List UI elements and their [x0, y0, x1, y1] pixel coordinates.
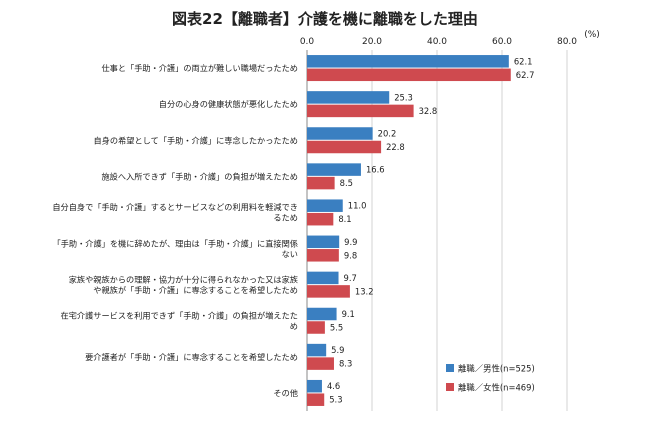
bar — [307, 235, 340, 249]
unit-label: (%) — [584, 30, 600, 40]
chart-title: 図表22【離職者】介護を機に離職をした理由 — [172, 10, 478, 28]
category-label: 自身の希望として「手助・介護」に専念したかったため — [94, 135, 298, 145]
legend-label: 離職／女性(n=469) — [458, 383, 535, 393]
data-label: 22.8 — [386, 142, 405, 152]
bar — [307, 68, 511, 82]
category-label: その他 — [273, 388, 298, 398]
data-label: 62.7 — [516, 70, 535, 80]
category-label: 家族や親族からの理解・協力が十分に得られなかった又は家族 — [69, 274, 298, 284]
category-label: や親族が「手助・介護」に専念することを希望したため — [93, 285, 298, 295]
category-label: 施設へ入所できず「手助・介護」の負担が増えたため — [101, 171, 298, 181]
bar — [307, 212, 334, 226]
legend-swatch — [446, 364, 454, 372]
bar — [307, 249, 339, 262]
data-label: 25.3 — [394, 92, 413, 102]
data-label: 8.1 — [338, 214, 351, 224]
tick-label: 40.0 — [427, 37, 447, 47]
category-label: 要介護者が「手助・介護」に専念することを希望したため — [85, 352, 298, 362]
data-label: 8.3 — [339, 359, 352, 369]
bar — [307, 379, 322, 393]
bar — [307, 271, 339, 285]
data-label: 8.5 — [340, 178, 353, 188]
category-label: め — [290, 321, 298, 331]
category-label: 自分自身で「手助・介護」するとサービスなどの利用料を軽減でき — [52, 202, 298, 212]
data-label: 9.9 — [344, 237, 357, 247]
tick-label: 0.0 — [300, 37, 315, 47]
data-label: 11.0 — [348, 201, 367, 211]
bar — [307, 176, 335, 190]
tick-label: 20.0 — [362, 37, 382, 47]
bar — [307, 55, 509, 68]
bar — [307, 393, 325, 406]
data-label: 5.9 — [331, 345, 344, 355]
tick-label: 80.0 — [557, 37, 577, 47]
data-label: 9.8 — [344, 250, 357, 260]
bar — [307, 127, 373, 140]
tick-label: 60.0 — [492, 37, 512, 47]
bar — [307, 163, 361, 176]
bar — [307, 199, 343, 212]
data-label: 13.2 — [355, 286, 374, 296]
category-label: 「手助・介護」を機に辞めたが、理由は「手助・介護」に直接関係 — [53, 238, 298, 248]
bar — [307, 321, 325, 334]
data-label: 5.3 — [329, 395, 342, 405]
bar — [307, 357, 334, 370]
data-label: 5.5 — [330, 323, 343, 333]
bar — [307, 140, 382, 154]
category-label: 在宅介護サービスを利用できず「手助・介護」の負担が増えたた — [61, 311, 298, 321]
bar — [307, 285, 350, 298]
category-label: 仕事と「手助・介護」の両立が難しい職場だったため — [101, 63, 298, 73]
data-label: 20.2 — [378, 129, 397, 139]
category-label: ない — [282, 249, 298, 259]
bar — [307, 91, 390, 104]
bar — [307, 104, 414, 118]
category-label: るため — [273, 213, 298, 223]
data-label: 62.1 — [514, 56, 533, 66]
category-label: 自分の心身の健康状態が悪化したため — [159, 99, 298, 109]
data-label: 4.6 — [327, 381, 340, 391]
bar — [307, 343, 327, 357]
data-label: 9.1 — [342, 309, 355, 319]
bar — [307, 307, 337, 321]
data-label: 32.8 — [419, 106, 438, 116]
data-label: 16.6 — [366, 165, 385, 175]
legend-label: 離職／男性(n=525) — [458, 364, 535, 374]
data-label: 9.7 — [344, 273, 357, 283]
legend-swatch — [446, 383, 454, 391]
